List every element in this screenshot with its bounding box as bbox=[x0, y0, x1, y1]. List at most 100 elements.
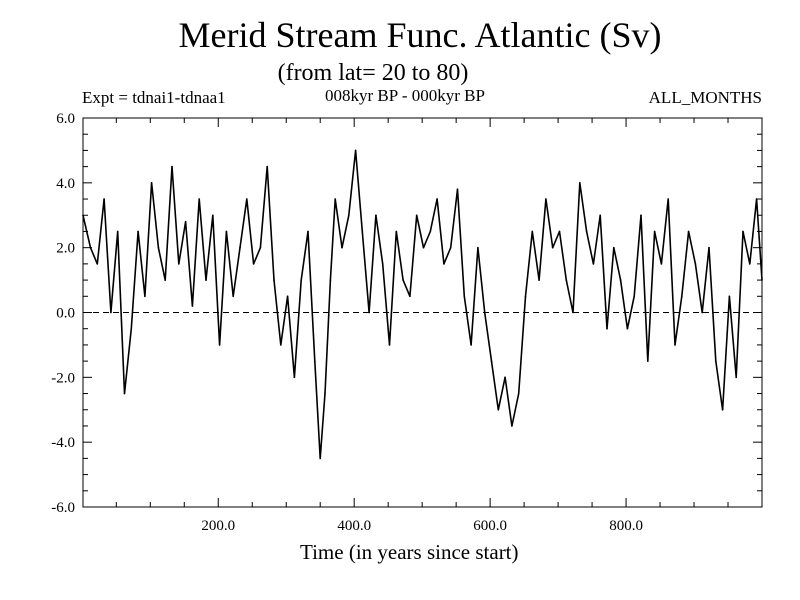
data-point bbox=[585, 230, 588, 233]
data-point bbox=[334, 198, 336, 200]
data-point bbox=[497, 408, 500, 411]
data-point bbox=[198, 198, 201, 200]
data-point bbox=[449, 246, 452, 249]
data-point bbox=[626, 327, 629, 330]
data-point bbox=[524, 295, 527, 298]
data-point bbox=[361, 230, 364, 233]
data-point bbox=[300, 279, 302, 281]
x-tick-label: 400.0 bbox=[337, 518, 371, 534]
data-point bbox=[504, 376, 506, 379]
data-point bbox=[701, 311, 703, 314]
data-point bbox=[422, 246, 425, 249]
data-point bbox=[164, 279, 167, 281]
data-point bbox=[721, 408, 724, 411]
data-point bbox=[463, 295, 466, 298]
data-point bbox=[490, 360, 493, 362]
data-point bbox=[178, 263, 180, 265]
data-point bbox=[259, 246, 262, 249]
data-point bbox=[324, 392, 326, 395]
data-point bbox=[82, 214, 84, 217]
data-point bbox=[415, 214, 418, 217]
y-tick-label: 0.0 bbox=[56, 306, 75, 322]
data-point bbox=[286, 295, 289, 298]
data-point bbox=[551, 246, 554, 249]
data-point bbox=[599, 214, 602, 217]
data-point bbox=[483, 311, 486, 314]
data-point bbox=[443, 263, 445, 265]
data-point bbox=[341, 246, 343, 249]
data-point bbox=[761, 279, 763, 281]
data-point bbox=[694, 263, 697, 265]
data-point bbox=[511, 425, 513, 427]
y-tick-label: 2.0 bbox=[56, 241, 75, 257]
data-point bbox=[742, 230, 744, 233]
data-point bbox=[307, 230, 309, 233]
data-point bbox=[470, 344, 472, 346]
data-point bbox=[606, 327, 608, 330]
data-point bbox=[313, 360, 316, 362]
data-point bbox=[402, 279, 404, 281]
data-point bbox=[640, 214, 642, 217]
data-point bbox=[708, 246, 710, 249]
data-point bbox=[619, 279, 622, 281]
chart-subtitle: (from lat= 20 to 80) bbox=[277, 60, 469, 86]
data-point bbox=[319, 457, 322, 460]
data-point bbox=[429, 230, 432, 233]
data-point bbox=[232, 295, 235, 298]
data-point bbox=[89, 246, 92, 249]
data-point bbox=[110, 311, 112, 314]
data-point bbox=[157, 246, 160, 249]
data-point bbox=[538, 279, 540, 281]
data-point bbox=[171, 165, 173, 168]
data-point bbox=[653, 230, 656, 233]
experiment-label: Expt = tdnai1-tdnaa1 bbox=[82, 88, 226, 107]
data-point bbox=[755, 198, 758, 200]
data-point bbox=[388, 344, 391, 346]
data-point bbox=[565, 279, 568, 281]
data-point bbox=[409, 295, 411, 298]
data-point bbox=[579, 182, 581, 184]
period-label: 008kyr BP - 000kyr BP bbox=[325, 86, 485, 105]
data-point bbox=[293, 376, 296, 379]
data-point bbox=[477, 246, 479, 249]
data-point bbox=[144, 295, 146, 298]
data-point bbox=[246, 198, 248, 200]
y-tick-label: -4.0 bbox=[51, 435, 75, 451]
data-point bbox=[273, 279, 275, 281]
data-point bbox=[517, 392, 520, 395]
data-point bbox=[116, 230, 119, 233]
x-axis-label: Time (in years since start) bbox=[300, 540, 519, 564]
y-tick-label: -6.0 bbox=[51, 500, 75, 516]
x-tick-label: 200.0 bbox=[201, 518, 235, 534]
data-point bbox=[184, 220, 187, 223]
data-point bbox=[436, 198, 438, 200]
months-label: ALL_MONTHS bbox=[648, 88, 762, 107]
x-tick-label: 800.0 bbox=[609, 518, 643, 534]
data-point bbox=[279, 344, 282, 346]
data-point bbox=[395, 230, 398, 233]
y-tick-label: 6.0 bbox=[56, 111, 75, 127]
y-tick-label: 4.0 bbox=[56, 176, 75, 192]
y-tick-label: -2.0 bbox=[51, 370, 75, 386]
data-point bbox=[558, 230, 561, 233]
data-point bbox=[456, 188, 459, 191]
data-point bbox=[680, 295, 683, 298]
data-point bbox=[667, 198, 670, 200]
data-point bbox=[354, 149, 357, 152]
data-point bbox=[687, 230, 690, 233]
data-point bbox=[735, 376, 737, 379]
data-point bbox=[572, 311, 574, 314]
data-point bbox=[205, 279, 207, 281]
data-point bbox=[531, 230, 534, 233]
data-point bbox=[347, 214, 350, 217]
data-point bbox=[592, 263, 595, 265]
data-point bbox=[329, 279, 332, 281]
series-line bbox=[82, 149, 763, 460]
x-tick-label: 600.0 bbox=[473, 518, 507, 534]
data-point bbox=[239, 246, 241, 249]
data-point bbox=[123, 392, 126, 395]
data-point bbox=[613, 246, 615, 249]
data-point bbox=[212, 214, 214, 217]
data-point bbox=[225, 230, 228, 233]
data-point bbox=[660, 263, 663, 265]
